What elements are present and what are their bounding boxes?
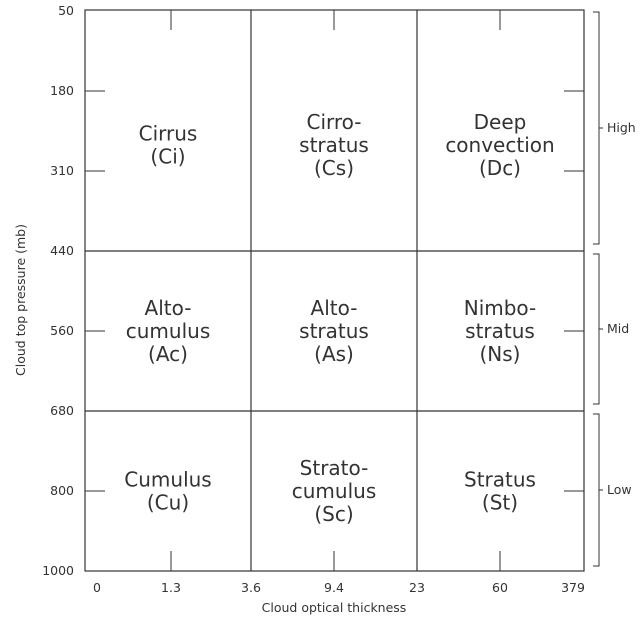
y-tick-label: 680: [50, 403, 74, 418]
x-tick-label: 1.3: [161, 580, 181, 595]
x-tick-label: 3.6: [241, 580, 261, 595]
x-axis-title: Cloud optical thickness: [262, 600, 407, 615]
cell-label-line: (Sc): [314, 502, 353, 526]
y-tick-label: 310: [50, 163, 74, 178]
cell-as: Alto-stratus(As): [299, 296, 369, 366]
band-label: Mid: [607, 321, 629, 336]
cells-layer: Cirrus(Ci)Cirro-stratus(Cs)Deepconvectio…: [124, 110, 554, 526]
ticks-layer: 50 180 310 440 560 680 800 1000 0 1.3 3.6 9.4 23 60 37…: [42, 3, 585, 595]
cell-label-line: stratus: [299, 319, 369, 343]
cell-label-line: Deep: [474, 110, 527, 134]
cell-label-line: cumulus: [292, 479, 376, 503]
x-tick-label: 379: [561, 580, 585, 595]
cell-label-line: Strato-: [300, 456, 369, 480]
cell-cs: Cirro-stratus(Cs): [299, 110, 369, 180]
cell-st: Stratus(St): [464, 468, 536, 515]
cell-ns: Nimbo-stratus(Ns): [464, 296, 537, 366]
band-label: High: [607, 120, 636, 135]
y-tick-label: 440: [50, 243, 74, 258]
cell-label-line: Cirrus: [139, 122, 198, 146]
cell-label-line: (Ci): [150, 145, 185, 169]
cell-label-line: (St): [482, 491, 518, 515]
x-tick-label: 23: [409, 580, 425, 595]
band-bracket: [593, 253, 603, 405]
cell-label-line: Alto-: [145, 296, 192, 320]
x-tick-label: 60: [492, 580, 508, 595]
x-tick-label: 9.4: [324, 580, 344, 595]
y-tick-label: 1000: [42, 563, 74, 578]
cell-label-line: (Cu): [147, 491, 189, 515]
y-axis-title: Cloud top pressure (mb): [13, 224, 28, 376]
cell-label-line: (Ns): [480, 342, 521, 366]
cell-label-line: Cumulus: [124, 468, 211, 492]
cell-label-line: Cirro-: [307, 110, 362, 134]
y-tick-label: 180: [50, 83, 74, 98]
x-tick-label: 0: [93, 580, 101, 595]
cell-ac: Alto-cumulus(Ac): [126, 296, 210, 366]
y-tick-label: 560: [50, 323, 74, 338]
band-bracket: [593, 413, 603, 567]
cell-label-line: Alto-: [311, 296, 358, 320]
cell-label-line: convection: [445, 133, 554, 157]
cell-label-line: (Dc): [479, 156, 521, 180]
cell-label-line: (Cs): [314, 156, 354, 180]
band-mid: Mid: [593, 253, 629, 405]
band-bracket: [593, 11, 603, 245]
cell-sc: Strato-cumulus(Sc): [292, 456, 376, 526]
cell-label-line: cumulus: [126, 319, 210, 343]
cell-label-line: Nimbo-: [464, 296, 537, 320]
cell-label-line: stratus: [465, 319, 535, 343]
y-tick-label: 50: [58, 3, 74, 18]
band-low: Low: [593, 413, 632, 567]
cell-label-line: Stratus: [464, 468, 536, 492]
cell-ci: Cirrus(Ci): [139, 122, 198, 169]
cell-label-line: (As): [314, 342, 354, 366]
band-high: High: [593, 11, 636, 245]
band-label: Low: [607, 482, 632, 497]
cell-label-line: stratus: [299, 133, 369, 157]
cell-label-line: (Ac): [148, 342, 188, 366]
bands-layer: High Mid Low: [593, 11, 636, 567]
cell-cu: Cumulus(Cu): [124, 468, 211, 515]
y-tick-label: 800: [50, 483, 74, 498]
